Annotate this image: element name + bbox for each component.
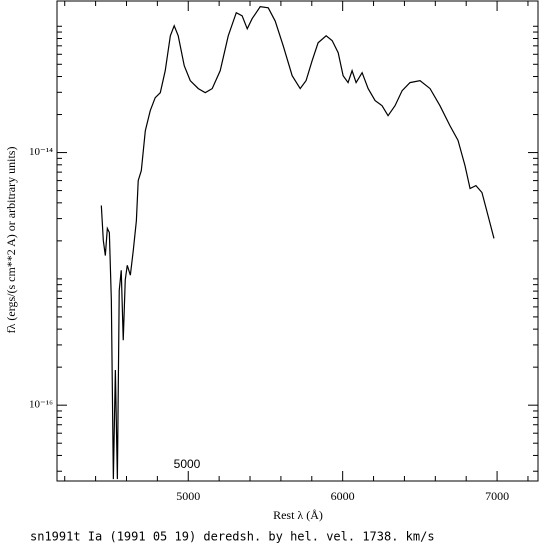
x-tick-label: 5000 [176,489,200,503]
spectrum-line [100,5,495,480]
annotation: 5000 [174,457,201,471]
y-tick-label: 10⁻¹⁴ [29,146,53,158]
y-axis-label: fλ (ergs/(s cm**2 A) or arbitrary units) [4,147,18,334]
x-axis-label: Rest λ (Å) [273,508,323,522]
plot-frame [56,0,539,482]
x-tick-label: 6000 [331,489,355,503]
y-tick-label: 10⁻¹⁶ [29,399,53,411]
caption: sn1991t Ia (1991 05 19) deredsh. by hel.… [30,530,435,544]
x-tick-label: 7000 [485,489,509,503]
